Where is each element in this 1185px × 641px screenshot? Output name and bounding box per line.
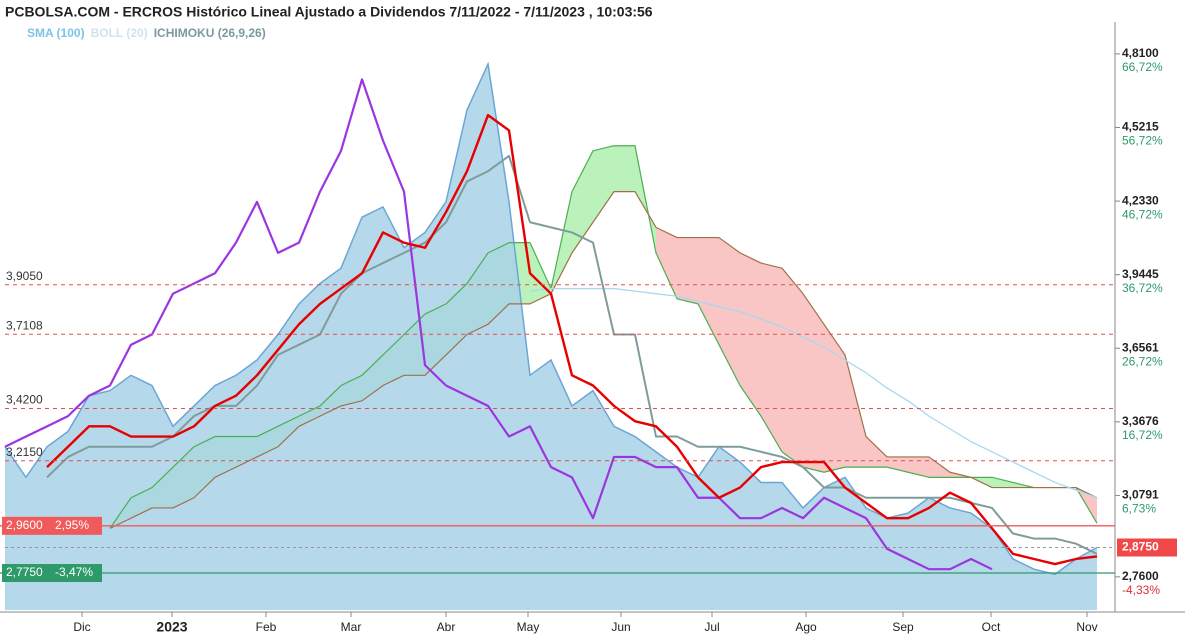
cloud-fill: [761, 263, 782, 452]
series-line: [46, 113, 1098, 566]
x-tick-label: May: [517, 620, 540, 634]
last-price-label: 2,8750: [1122, 540, 1159, 554]
legend-label: BOLL (20): [91, 26, 148, 40]
y2-tick-label: 6,73%: [1122, 502, 1156, 516]
level-label: 3,2150: [6, 445, 43, 459]
x-tick-label: Sep: [892, 620, 914, 634]
cloud-fill: [824, 324, 845, 473]
price-tag-value: 2,7750: [6, 565, 43, 579]
y2-tick-label: 56,72%: [1122, 134, 1163, 148]
cloud-fill: [908, 456, 929, 478]
x-tick-label: Feb: [256, 620, 277, 634]
span-b-line: [109, 191, 1098, 529]
last-price-tag: [1117, 538, 1177, 557]
series-line: [529, 287, 1098, 499]
cloud-fill: [992, 477, 1013, 488]
x-tick-label: Dic: [73, 620, 90, 634]
y-tick-label: 3,3676: [1122, 414, 1159, 428]
level-label: 3,9050: [6, 269, 43, 283]
cloud-fill: [593, 145, 614, 223]
y-tick-label: 3,0791: [1122, 488, 1159, 502]
level-label: 3,4200: [6, 393, 43, 407]
y-tick-label: 4,2330: [1122, 193, 1159, 207]
series-line: [4, 78, 993, 571]
level-label: 3,7108: [6, 318, 43, 332]
cloud-fill: [845, 354, 866, 468]
chart-title: PCBOLSA.COM - ERCROS Histórico Lineal Aj…: [5, 4, 653, 20]
price-line: [4, 61, 1098, 576]
cloud-fill: [929, 456, 950, 478]
x-tick-label: 2023: [156, 619, 187, 635]
span-a-line: [109, 145, 1098, 529]
price-tag-value: 2,9600: [6, 518, 43, 532]
cloud-fill: [782, 268, 803, 468]
price-area: [5, 64, 1097, 610]
price-tag: [2, 516, 102, 535]
price-tag-pct: -3,47%: [55, 565, 93, 579]
cloud-fill: [698, 237, 719, 345]
cloud-fill: [866, 436, 887, 468]
cloud-fill: [572, 150, 593, 253]
price-tag: [2, 564, 102, 583]
cloud-fill: [656, 227, 677, 299]
x-tick-label: Nov: [1076, 620, 1097, 634]
x-tick-label: Jul: [704, 620, 719, 634]
legend-label: ICHIMOKU (26,9,26): [154, 26, 266, 40]
legend: SMA (100) BOLL (20) ICHIMOKU (26,9,26): [27, 26, 266, 40]
y-tick-label: 4,8100: [1122, 46, 1159, 60]
y-tick-label: 3,9445: [1122, 267, 1159, 281]
x-tick-label: Abr: [437, 620, 456, 634]
y2-tick-label: 26,72%: [1122, 354, 1163, 368]
price-tag-pct: 2,95%: [55, 518, 89, 532]
x-tick-label: Ago: [795, 620, 817, 634]
x-tick-label: Mar: [341, 620, 362, 634]
cloud-fill: [803, 293, 824, 473]
y2-tick-label: 66,72%: [1122, 60, 1163, 74]
y-tick-label: 3,6561: [1122, 340, 1159, 354]
x-tick-label: Jun: [611, 620, 630, 634]
cloud-fill: [677, 237, 698, 304]
y2-tick-label: 36,72%: [1122, 281, 1163, 295]
cloud-fill: [614, 145, 635, 192]
y-tick-label: 2,7600: [1122, 569, 1159, 583]
cloud-fill: [719, 237, 740, 386]
series-line: [46, 154, 1098, 555]
y2-tick-label: 46,72%: [1122, 207, 1163, 221]
y-tick-label: 4,5215: [1122, 120, 1159, 134]
y2-tick-label: -4,33%: [1122, 583, 1160, 597]
x-tick-label: Oct: [982, 620, 1001, 634]
y2-tick-label: 16,72%: [1122, 428, 1163, 442]
legend-label: SMA (100): [27, 26, 85, 40]
